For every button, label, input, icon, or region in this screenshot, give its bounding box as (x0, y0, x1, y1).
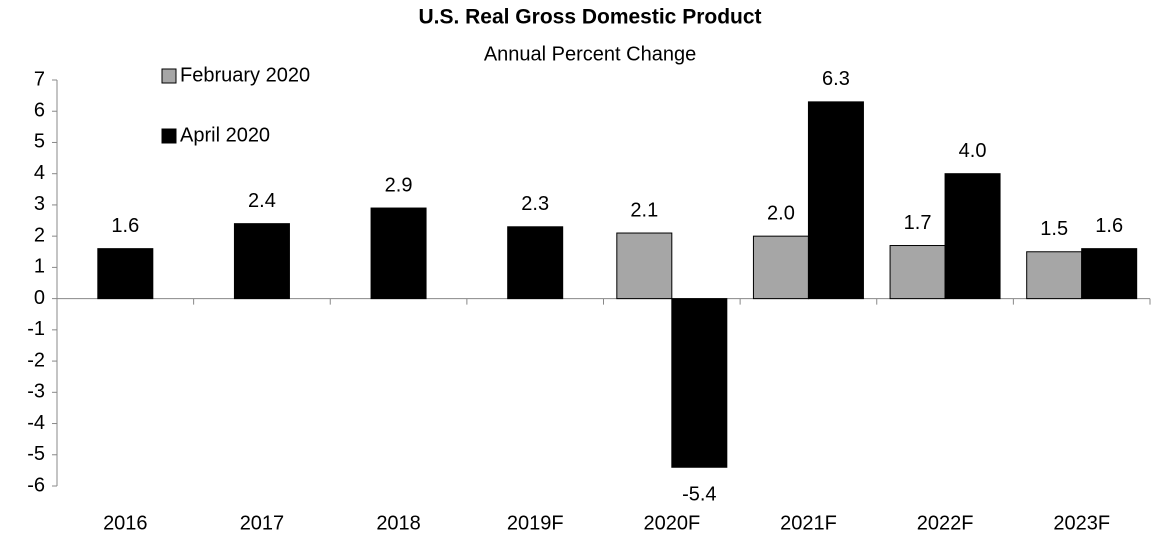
y-tick-label: -6 (27, 474, 45, 496)
y-tick-label: -3 (27, 381, 45, 403)
bar (1026, 251, 1083, 300)
data-label: -5.4 (682, 484, 716, 506)
x-tick-label: 2021F (780, 512, 837, 534)
x-tick-label: 2016 (103, 512, 148, 534)
data-label: 2.1 (630, 199, 658, 221)
chart-subtitle: Annual Percent Change (484, 43, 696, 65)
bar (671, 298, 728, 468)
y-tick-label: 6 (34, 100, 45, 122)
bar (752, 235, 809, 300)
data-label: 1.5 (1040, 218, 1068, 240)
x-tick-label: 2023F (1053, 512, 1110, 534)
data-label: 2.4 (248, 190, 276, 212)
y-tick-label: 0 (34, 287, 45, 309)
y-tick-label: 4 (34, 162, 45, 184)
bar (1081, 248, 1138, 300)
x-tick-label: 2020F (643, 512, 700, 534)
y-tick-label: 1 (34, 256, 45, 278)
bar (370, 207, 427, 300)
y-tick-label: -4 (27, 412, 45, 434)
y-tick-label: -2 (27, 349, 45, 371)
y-tick-label: 2 (34, 224, 45, 246)
data-label: 1.6 (1095, 215, 1123, 237)
data-label: 2.0 (767, 202, 795, 224)
data-label: 1.6 (111, 215, 139, 237)
bar (233, 223, 290, 300)
bar (807, 101, 864, 300)
data-label: 6.3 (822, 68, 850, 90)
legend-label: February 2020 (180, 64, 310, 86)
bar (507, 226, 564, 300)
x-tick-label: 2019F (507, 512, 564, 534)
legend-swatch (161, 68, 177, 84)
y-tick-label: -5 (27, 443, 45, 465)
legend-swatch (161, 128, 177, 144)
bar (944, 173, 1001, 300)
data-label: 2.3 (521, 193, 549, 215)
data-label: 2.9 (385, 174, 413, 196)
bar (97, 248, 154, 300)
chart-title: U.S. Real Gross Domestic Product (418, 6, 761, 29)
y-tick-label: 5 (34, 131, 45, 153)
legend-label: April 2020 (180, 124, 270, 146)
y-tick-label: 3 (34, 193, 45, 215)
bar (889, 245, 946, 300)
x-tick-label: 2018 (376, 512, 421, 534)
data-label: 4.0 (959, 140, 987, 162)
y-tick-label: 7 (34, 68, 45, 90)
y-tick-label: -1 (27, 318, 45, 340)
bar (616, 232, 673, 300)
data-label: 1.7 (904, 212, 932, 234)
x-tick-label: 2022F (917, 512, 974, 534)
x-tick-label: 2017 (240, 512, 285, 534)
